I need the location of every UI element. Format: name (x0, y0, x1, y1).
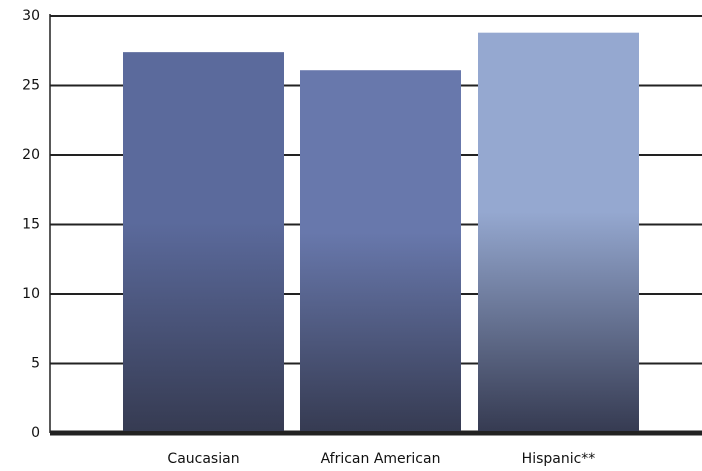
x-tick-label: African American (321, 451, 441, 467)
bar (123, 52, 284, 431)
bar (478, 32, 639, 432)
y-tick-label: 5 (31, 356, 40, 372)
x-tick-label: Caucasian (167, 451, 239, 467)
y-tick-label: 30 (22, 8, 40, 24)
y-tick-label: 10 (22, 286, 40, 302)
y-tick-label: 25 (22, 78, 40, 94)
y-tick-label: 20 (22, 147, 40, 163)
y-tick-label: 0 (31, 425, 40, 441)
x-tick-label: Hispanic** (522, 451, 596, 467)
bar (300, 70, 461, 432)
y-tick-label: 15 (22, 217, 40, 233)
